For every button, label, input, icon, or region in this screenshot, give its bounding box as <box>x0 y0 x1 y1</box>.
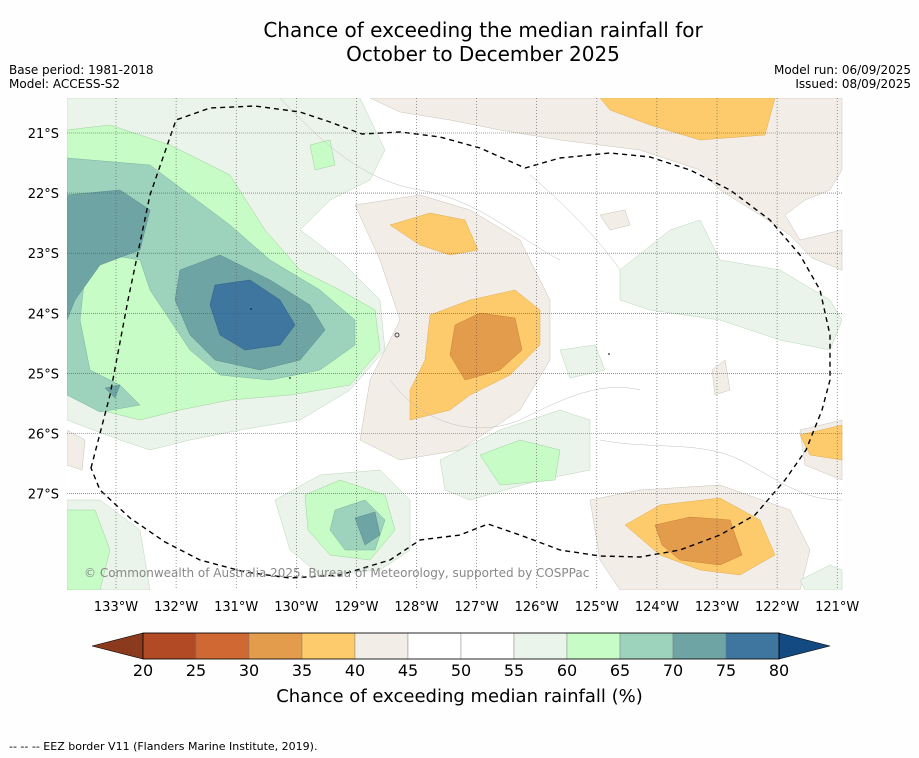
model-run: Model run: 06/09/2025 <box>773 63 911 77</box>
longitude-label: 123°W <box>695 600 739 615</box>
colorbar: 20 25 30 35 40 45 50 55 60 65 70 75 80 <box>91 632 831 680</box>
colorbar-swatch <box>407 632 462 660</box>
longitude-label: 121°W <box>815 600 859 615</box>
island-markers <box>250 308 610 379</box>
latitude-label: 22°S <box>28 187 59 202</box>
gridlines <box>67 98 843 590</box>
longitude-label: 130°W <box>274 600 318 615</box>
island-marker <box>608 353 610 355</box>
colorbar-swatch <box>672 632 727 660</box>
latitude-label: 27°S <box>28 488 59 503</box>
colorbar-swatch <box>566 632 621 660</box>
colorbar-tick-label: 30 <box>239 661 259 680</box>
longitude-label: 131°W <box>214 600 258 615</box>
meta-left: Base period: 1981-2018 Model: ACCESS-S2 <box>9 63 154 91</box>
eez-border <box>90 105 831 579</box>
island-marker <box>289 377 291 379</box>
issued-date: Issued: 08/09/2025 <box>795 77 911 91</box>
longitude-label: 127°W <box>455 600 499 615</box>
colorbar-title: Chance of exceeding median rainfall (%) <box>276 686 643 707</box>
colorbar-tick-label: 20 <box>133 661 153 680</box>
colorbar-tick-label: 40 <box>345 661 365 680</box>
map-title: Chance of exceeding the median rainfall … <box>0 18 919 66</box>
colorbar-tick-label: 80 <box>769 661 789 680</box>
colorbar-swatch <box>619 632 674 660</box>
longitude-labels: 133°W 132°W 131°W 130°W 129°W 128°W 127°W 126°W… <box>94 600 860 615</box>
longitude-label: 132°W <box>154 600 198 615</box>
latitude-label: 23°S <box>28 247 59 262</box>
longitude-label: 126°W <box>515 600 559 615</box>
longitude-label: 125°W <box>575 600 619 615</box>
colorbar-tick-label: 70 <box>663 661 683 680</box>
latitude-label: 21°S <box>28 127 59 142</box>
meta-right: Model run: 06/09/2025 Issued: 08/09/2025 <box>774 63 911 91</box>
latitude-label: 24°S <box>28 307 59 322</box>
title-line-1: Chance of exceeding the median rainfall … <box>263 18 703 42</box>
colorbar-swatch <box>725 632 780 660</box>
longitude-label: 122°W <box>755 600 799 615</box>
longitude-label: 129°W <box>334 600 378 615</box>
latitude-labels: 21°S 22°S 23°S 24°S 25°S 26°S 27°S <box>28 127 59 503</box>
island-marker <box>394 332 400 338</box>
longitude-label: 124°W <box>635 600 679 615</box>
colorbar-tick-label: 25 <box>186 661 206 680</box>
contour-75-80 <box>209 279 296 351</box>
colorbar-swatch <box>248 632 303 660</box>
colorbar-tick-label: 45 <box>398 661 418 680</box>
colorbar-tick-label: 65 <box>610 661 630 680</box>
colorbar-swatch <box>195 632 250 660</box>
colorbar-swatch <box>460 632 515 660</box>
island-marker <box>250 308 252 310</box>
colorbar-tick-label: 55 <box>504 661 524 680</box>
colorbar-tick-label: 75 <box>716 661 736 680</box>
colorbar-swatch <box>513 632 568 660</box>
model-name: Model: ACCESS-S2 <box>9 77 121 91</box>
base-period: Base period: 1981-2018 <box>9 63 154 77</box>
colorbar-swatch <box>301 632 356 660</box>
longitude-label: 133°W <box>94 600 138 615</box>
colorbar-frame <box>142 632 780 660</box>
colorbar-tick-label: 50 <box>451 661 471 680</box>
colorbar-extend-low <box>91 632 144 660</box>
longitude-label: 128°W <box>394 600 438 615</box>
eez-footnote: -- -- -- EEZ border V11 (Flanders Marine… <box>9 740 318 753</box>
contour-30-35 <box>449 312 743 566</box>
colorbar-swatch <box>354 632 409 660</box>
colorbar-tick-label: 60 <box>557 661 577 680</box>
latitude-label: 26°S <box>28 428 59 443</box>
colorbar-tick-label: 35 <box>292 661 312 680</box>
colorbar-extend-high <box>778 632 831 660</box>
title-line-2: October to December 2025 <box>346 42 620 66</box>
latitude-label: 25°S <box>28 367 59 382</box>
map-plot-area <box>67 98 843 590</box>
copyright-text: © Commonwealth of Australia 2025, Bureau… <box>84 566 589 580</box>
colorbar-swatch <box>142 632 197 660</box>
thin-contours <box>279 98 843 501</box>
